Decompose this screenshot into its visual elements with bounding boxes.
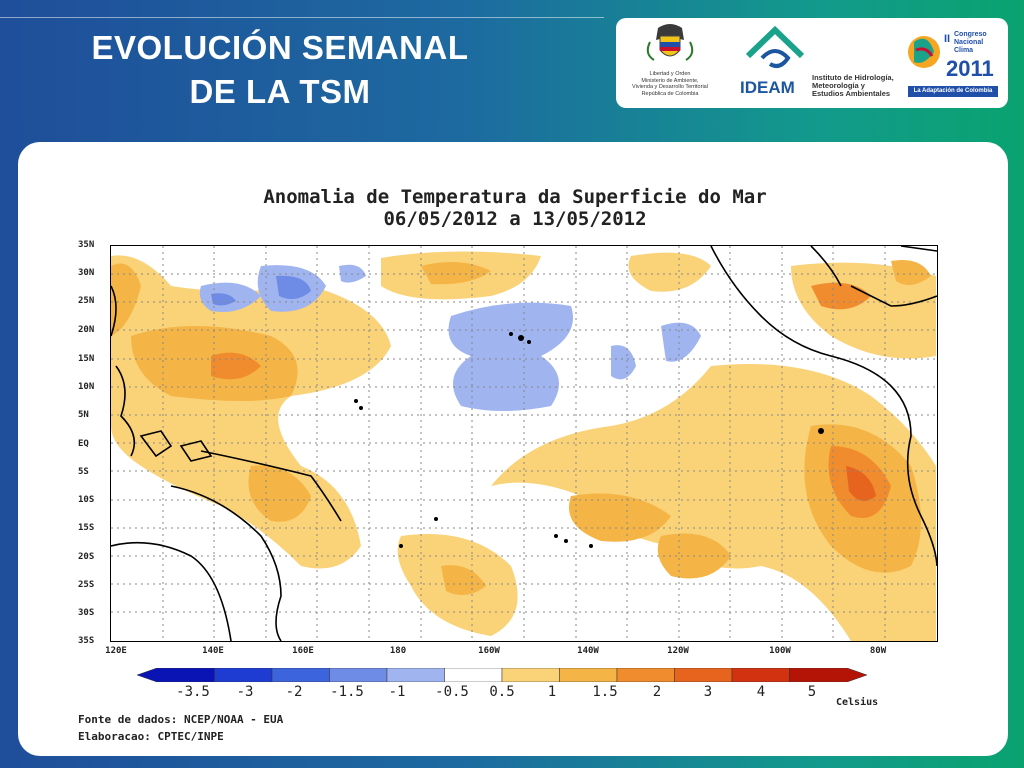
- colorbar-label: -3.5: [176, 684, 210, 700]
- ministry-logo: Libertad y Orden Ministerio de Ambiente,…: [622, 20, 718, 108]
- header-divider: [0, 17, 604, 18]
- colorbar-segment: [616, 668, 675, 682]
- slide-title: EVOLUCIÓN SEMANAL DE LA TSM: [60, 26, 500, 114]
- colorbar-label: -3: [236, 684, 254, 700]
- colorbar-label: -2: [285, 684, 303, 700]
- lat-label: 20S: [78, 552, 95, 562]
- colorbar-segment: [386, 668, 445, 682]
- coastlines: [111, 246, 937, 641]
- ministry-caption: Libertad y Orden Ministerio de Ambiente,…: [622, 71, 718, 97]
- ministry-caption-line: República de Colombia: [641, 90, 699, 97]
- ministry-caption-line: Libertad y Orden: [649, 71, 691, 77]
- colorbar-label: -1: [388, 684, 406, 700]
- lat-label: 15S: [78, 523, 95, 533]
- colorbar-label: 3: [703, 684, 713, 700]
- lat-label: 20N: [78, 325, 95, 335]
- ministry-caption-line: Ministerio de Ambiente,: [641, 77, 699, 84]
- lat-label: EQ: [78, 439, 89, 449]
- sst-anomaly-field: [111, 246, 937, 641]
- ideam-logo: IDEAM Instituto de Hidrología, Meteorolo…: [734, 20, 894, 106]
- colorbar-label: 5: [807, 684, 817, 700]
- ideam-emblem-icon: [745, 25, 805, 68]
- lat-label: 35N: [78, 240, 95, 250]
- lon-label: 140W: [577, 646, 599, 656]
- map-title-line2: 06/05/2012 a 13/05/2012: [383, 208, 647, 230]
- lon-label: 100W: [769, 646, 791, 656]
- climate-congress-logo: II Congreso Nacional Clima 2011 La Adapt…: [904, 22, 1004, 106]
- lat-label: 15N: [78, 354, 95, 364]
- ministry-caption-line: Vivienda y Desarrollo Territorial: [632, 84, 708, 90]
- lon-label: 80W: [869, 646, 887, 656]
- colorbar-segment: [789, 668, 867, 682]
- ideam-institute-line: Estudios Ambientales: [812, 89, 891, 98]
- lat-label: 10S: [78, 495, 95, 505]
- lon-label: 180: [389, 646, 407, 656]
- island-markers: [354, 332, 824, 548]
- colorbar-segment: [674, 668, 733, 682]
- ideam-institute-name: Instituto de Hidrología, Meteorología y …: [812, 74, 902, 98]
- colorbar-label: 4: [756, 684, 766, 700]
- colorbar-label: 0.5: [489, 684, 515, 700]
- lon-label: 160W: [478, 646, 500, 656]
- colorbar-label: -0.5: [435, 684, 469, 700]
- congress-caption: La Adaptación de Colombia: [908, 86, 998, 97]
- lat-label: 30N: [78, 268, 95, 278]
- ideam-wordmark: IDEAM: [740, 78, 795, 97]
- svg-text:II: II: [944, 33, 950, 45]
- congress-emblem-icon: II Congreso Nacional Clima: [908, 31, 987, 68]
- svg-text:Clima: Clima: [954, 47, 973, 54]
- lat-label: 5N: [78, 410, 89, 420]
- lat-label: 10N: [78, 382, 95, 392]
- colorbar-segment: [731, 668, 790, 682]
- map-title: Anomalia de Temperatura da Superficie do…: [200, 186, 830, 230]
- colorbar-segment: [329, 668, 388, 682]
- slide-title-line2: DE LA TSM: [189, 73, 371, 110]
- lat-label: 5S: [78, 467, 89, 477]
- lat-label: 25N: [78, 296, 95, 306]
- colorbar-segment: [444, 668, 503, 682]
- colorbar-segment: [271, 668, 330, 682]
- lon-label: 140E: [202, 646, 224, 656]
- negative-anomaly-areas: [199, 264, 701, 411]
- svg-text:Nacional: Nacional: [954, 39, 983, 46]
- svg-text:Congreso: Congreso: [954, 31, 987, 38]
- lat-label: 30S: [78, 608, 95, 618]
- logo-banner: Libertad y Orden Ministerio de Ambiente,…: [616, 18, 1008, 108]
- coat-of-arms-icon: [646, 24, 694, 61]
- colorbar-segment: [137, 668, 215, 682]
- colorbar-segment: [501, 668, 560, 682]
- colorbar-label: 2: [652, 684, 662, 700]
- congress-year: 2011: [946, 56, 994, 81]
- slide-title-line1: EVOLUCIÓN SEMANAL: [91, 29, 469, 66]
- colorbar: [137, 668, 867, 682]
- colorbar-segment: [559, 668, 618, 682]
- data-source-note: Fonte de dados: NCEP/NOAA - EUA: [78, 713, 284, 726]
- colorbar-label: 1.5: [592, 684, 618, 700]
- colorbar-segment: [214, 668, 273, 682]
- map-title-line1: Anomalia de Temperatura da Superficie do…: [263, 186, 767, 208]
- sst-anomaly-map: [110, 245, 938, 642]
- ideam-institute-line: Meteorología y: [812, 81, 865, 90]
- author-note: Elaboracao: CPTEC/INPE: [78, 730, 224, 743]
- colorbar-label: 1: [547, 684, 557, 700]
- lat-label: 25S: [78, 580, 95, 590]
- lon-label: 160E: [292, 646, 314, 656]
- lat-label: 35S: [78, 636, 95, 646]
- colorbar-label: -1.5: [330, 684, 364, 700]
- colorbar-unit: Celsius: [836, 697, 879, 708]
- lon-label: 120E: [105, 646, 127, 656]
- lon-label: 120W: [667, 646, 689, 656]
- ideam-institute-line: Instituto de Hidrología,: [812, 73, 894, 82]
